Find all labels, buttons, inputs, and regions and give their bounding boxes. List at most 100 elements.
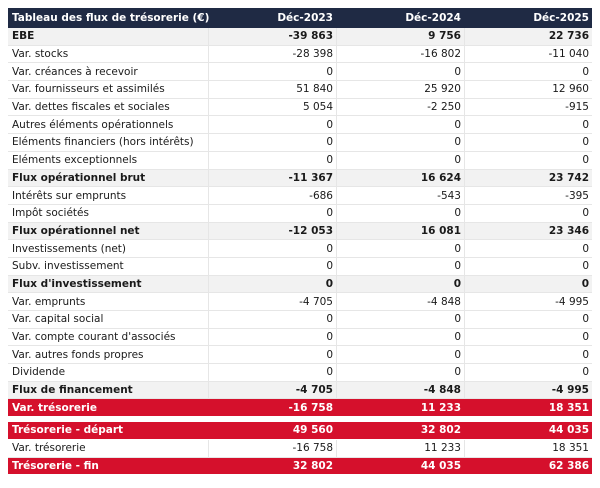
cell-value: 0 [336,257,464,275]
subtotal-row: Flux de financement -4 705 -4 848 -4 995 [8,381,592,400]
row-label: Var. trésorerie [12,401,97,414]
cell-value: 44 035 [548,424,589,437]
cell-value: -4 995 [464,381,592,399]
column-header: Déc-2023 [277,12,333,24]
cell-value: -4 705 [208,381,336,399]
cell-value: -16 802 [336,45,464,63]
cell-value: 0 [208,364,336,381]
table-row: Eléments exceptionnels 0 0 0 [8,151,592,170]
cell-value: 9 756 [336,28,464,45]
cell-value: 0 [336,63,464,81]
cash-flow-table: Tableau des flux de trésorerie (€) Déc-20… [8,8,592,476]
row-label: Var. stocks [12,48,69,61]
row-label: Autres éléments opérationnels [12,118,174,131]
cell-value: 0 [208,134,336,151]
table-row: Var. trésorerie -16 758 11 233 18 351 [8,439,592,458]
cell-value: -686 [208,187,336,204]
cell-value: -16 758 [208,439,336,457]
cell-value: 12 960 [464,81,592,98]
cell-value: 0 [208,311,336,328]
cell-value: 0 [336,116,464,134]
row-label: Flux opérationnel brut [12,171,146,184]
row-label: Dividende [12,366,66,379]
row-label: Intérêts sur emprunts [12,189,127,202]
cell-value: 32 802 [420,424,461,437]
row-label: Var. trésorerie [12,442,86,455]
row-label: Var. compte courant d'associés [12,331,176,344]
table-row: Intérêts sur emprunts -686 -543 -395 [8,187,592,205]
cell-value: 51 840 [208,81,336,98]
cell-value: 25 920 [336,81,464,98]
cell-value: 0 [336,346,464,364]
table-row: Var. dettes fiscales et sociales 5 054 -2 … [8,98,592,117]
cell-value: 0 [208,328,336,346]
cell-value: -16 758 [288,401,333,414]
cell-value: 0 [208,257,336,275]
cell-value: -39 863 [208,28,336,45]
cell-value: 0 [464,116,592,134]
subtotal-row: EBE -39 863 9 756 22 736 [8,28,592,46]
column-header: Déc-2024 [405,12,461,24]
cell-value: 0 [336,328,464,346]
table-row: Var. créances à recevoir 0 0 0 [8,63,592,82]
row-label: Flux de financement [12,384,133,397]
cell-value: 22 736 [464,28,592,45]
row-label: Eléments financiers (hors intérêts) [12,136,194,149]
row-label: Impôt sociétés [12,207,89,220]
row-label: Var. emprunts [12,295,86,308]
table-row: Var. stocks -28 398 -16 802 -11 040 [8,45,592,64]
row-label: Eléments exceptionnels [12,154,138,167]
cell-value: 0 [464,311,592,328]
cell-value: -11 040 [464,45,592,63]
cell-value: 0 [464,364,592,381]
cell-value: -4 848 [336,381,464,399]
cell-value: 18 351 [464,439,592,457]
table-row: Var. fournisseurs et assimilés 51 840 25 9… [8,81,592,99]
cell-value: 0 [464,257,592,275]
cell-value: 0 [336,240,464,257]
table-row: Investissements (net) 0 0 0 [8,240,592,258]
cell-value: 0 [336,204,464,222]
cell-value: 0 [464,346,592,364]
row-label: Var. fournisseurs et assimilés [12,83,165,96]
table-row: Subv. investissement 0 0 0 [8,257,592,276]
cell-value: -4 848 [336,293,464,310]
cell-value: -4 705 [208,293,336,310]
cell-value: 0 [336,311,464,328]
row-label: Trésorerie - départ [12,424,124,437]
cell-value: 0 [464,275,592,293]
cell-value: 0 [336,275,464,293]
row-label: Flux opérationnel net [12,224,140,237]
row-label: Var. créances à recevoir [12,65,138,78]
cell-value: 18 351 [548,401,589,414]
cell-value: -2 250 [336,98,464,116]
table-row: Var. emprunts -4 705 -4 848 -4 995 [8,293,592,311]
table-row: Impôt sociétés 0 0 0 [8,204,592,223]
highlight-row: Trésorerie - fin 32 802 44 035 62 386 [8,457,592,476]
table-row: Dividende 0 0 0 [8,364,592,382]
row-label: Flux d'investissement [12,277,142,290]
cell-value: 44 035 [420,459,461,472]
cell-value: 62 386 [548,459,589,472]
cell-value: 16 081 [336,222,464,240]
highlight-row: Var. trésorerie -16 758 11 233 18 351 [8,399,592,418]
subtotal-row: Flux opérationnel net -12 053 16 081 23 346 [8,222,592,241]
row-label: Var. dettes fiscales et sociales [12,101,170,114]
cell-value: -28 398 [208,45,336,63]
cell-value: 0 [336,151,464,169]
cell-value: 11 233 [336,439,464,457]
cell-value: -4 995 [464,293,592,310]
cell-value: 0 [464,63,592,81]
cell-value: -915 [464,98,592,116]
cell-value: 0 [464,240,592,257]
table-row: Var. autres fonds propres 0 0 0 [8,346,592,365]
cell-value: -395 [464,187,592,204]
cell-value: 0 [336,364,464,381]
cell-value: 16 624 [336,169,464,187]
header-row: Tableau des flux de trésorerie (€) Déc-20… [8,8,592,28]
row-label: Subv. investissement [12,260,124,273]
cell-value: -12 053 [208,222,336,240]
cell-value: 0 [464,328,592,346]
row-label: Trésorerie - fin [12,459,99,472]
